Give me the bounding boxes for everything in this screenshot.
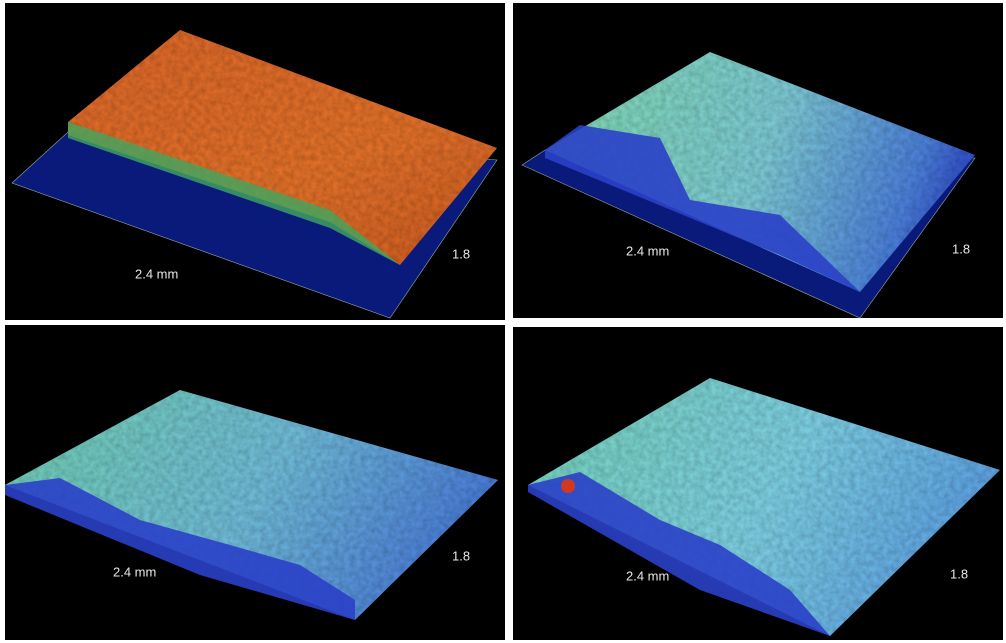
surface-edge [5, 478, 355, 620]
y-axis-label: 1.8 [452, 548, 470, 563]
x-axis-label: 2.4 mm [135, 266, 178, 281]
surface-peak [561, 479, 575, 493]
surface [68, 30, 497, 265]
surface [545, 52, 975, 292]
panel: 2.4 mm 1.8 [5, 325, 505, 640]
surface [528, 378, 1000, 636]
x-axis-label: 2.4 mm [626, 568, 669, 583]
surface-edge [68, 122, 400, 265]
surface [5, 390, 498, 620]
surface-edge [545, 125, 860, 292]
x-axis-label: 2.4 mm [113, 564, 156, 579]
panel: 2.4 mm 1.8 [513, 3, 1003, 319]
y-axis-label: 1.8 [452, 246, 470, 261]
surface-edge [528, 472, 830, 636]
panel: 2.4 mm 1.8 [513, 327, 1003, 640]
y-axis-label: 1.8 [952, 241, 970, 256]
y-axis-label: 1.8 [950, 566, 968, 581]
x-axis-label: 2.4 mm [626, 243, 669, 258]
panel: 2.4 mm 1.8 [5, 3, 505, 320]
